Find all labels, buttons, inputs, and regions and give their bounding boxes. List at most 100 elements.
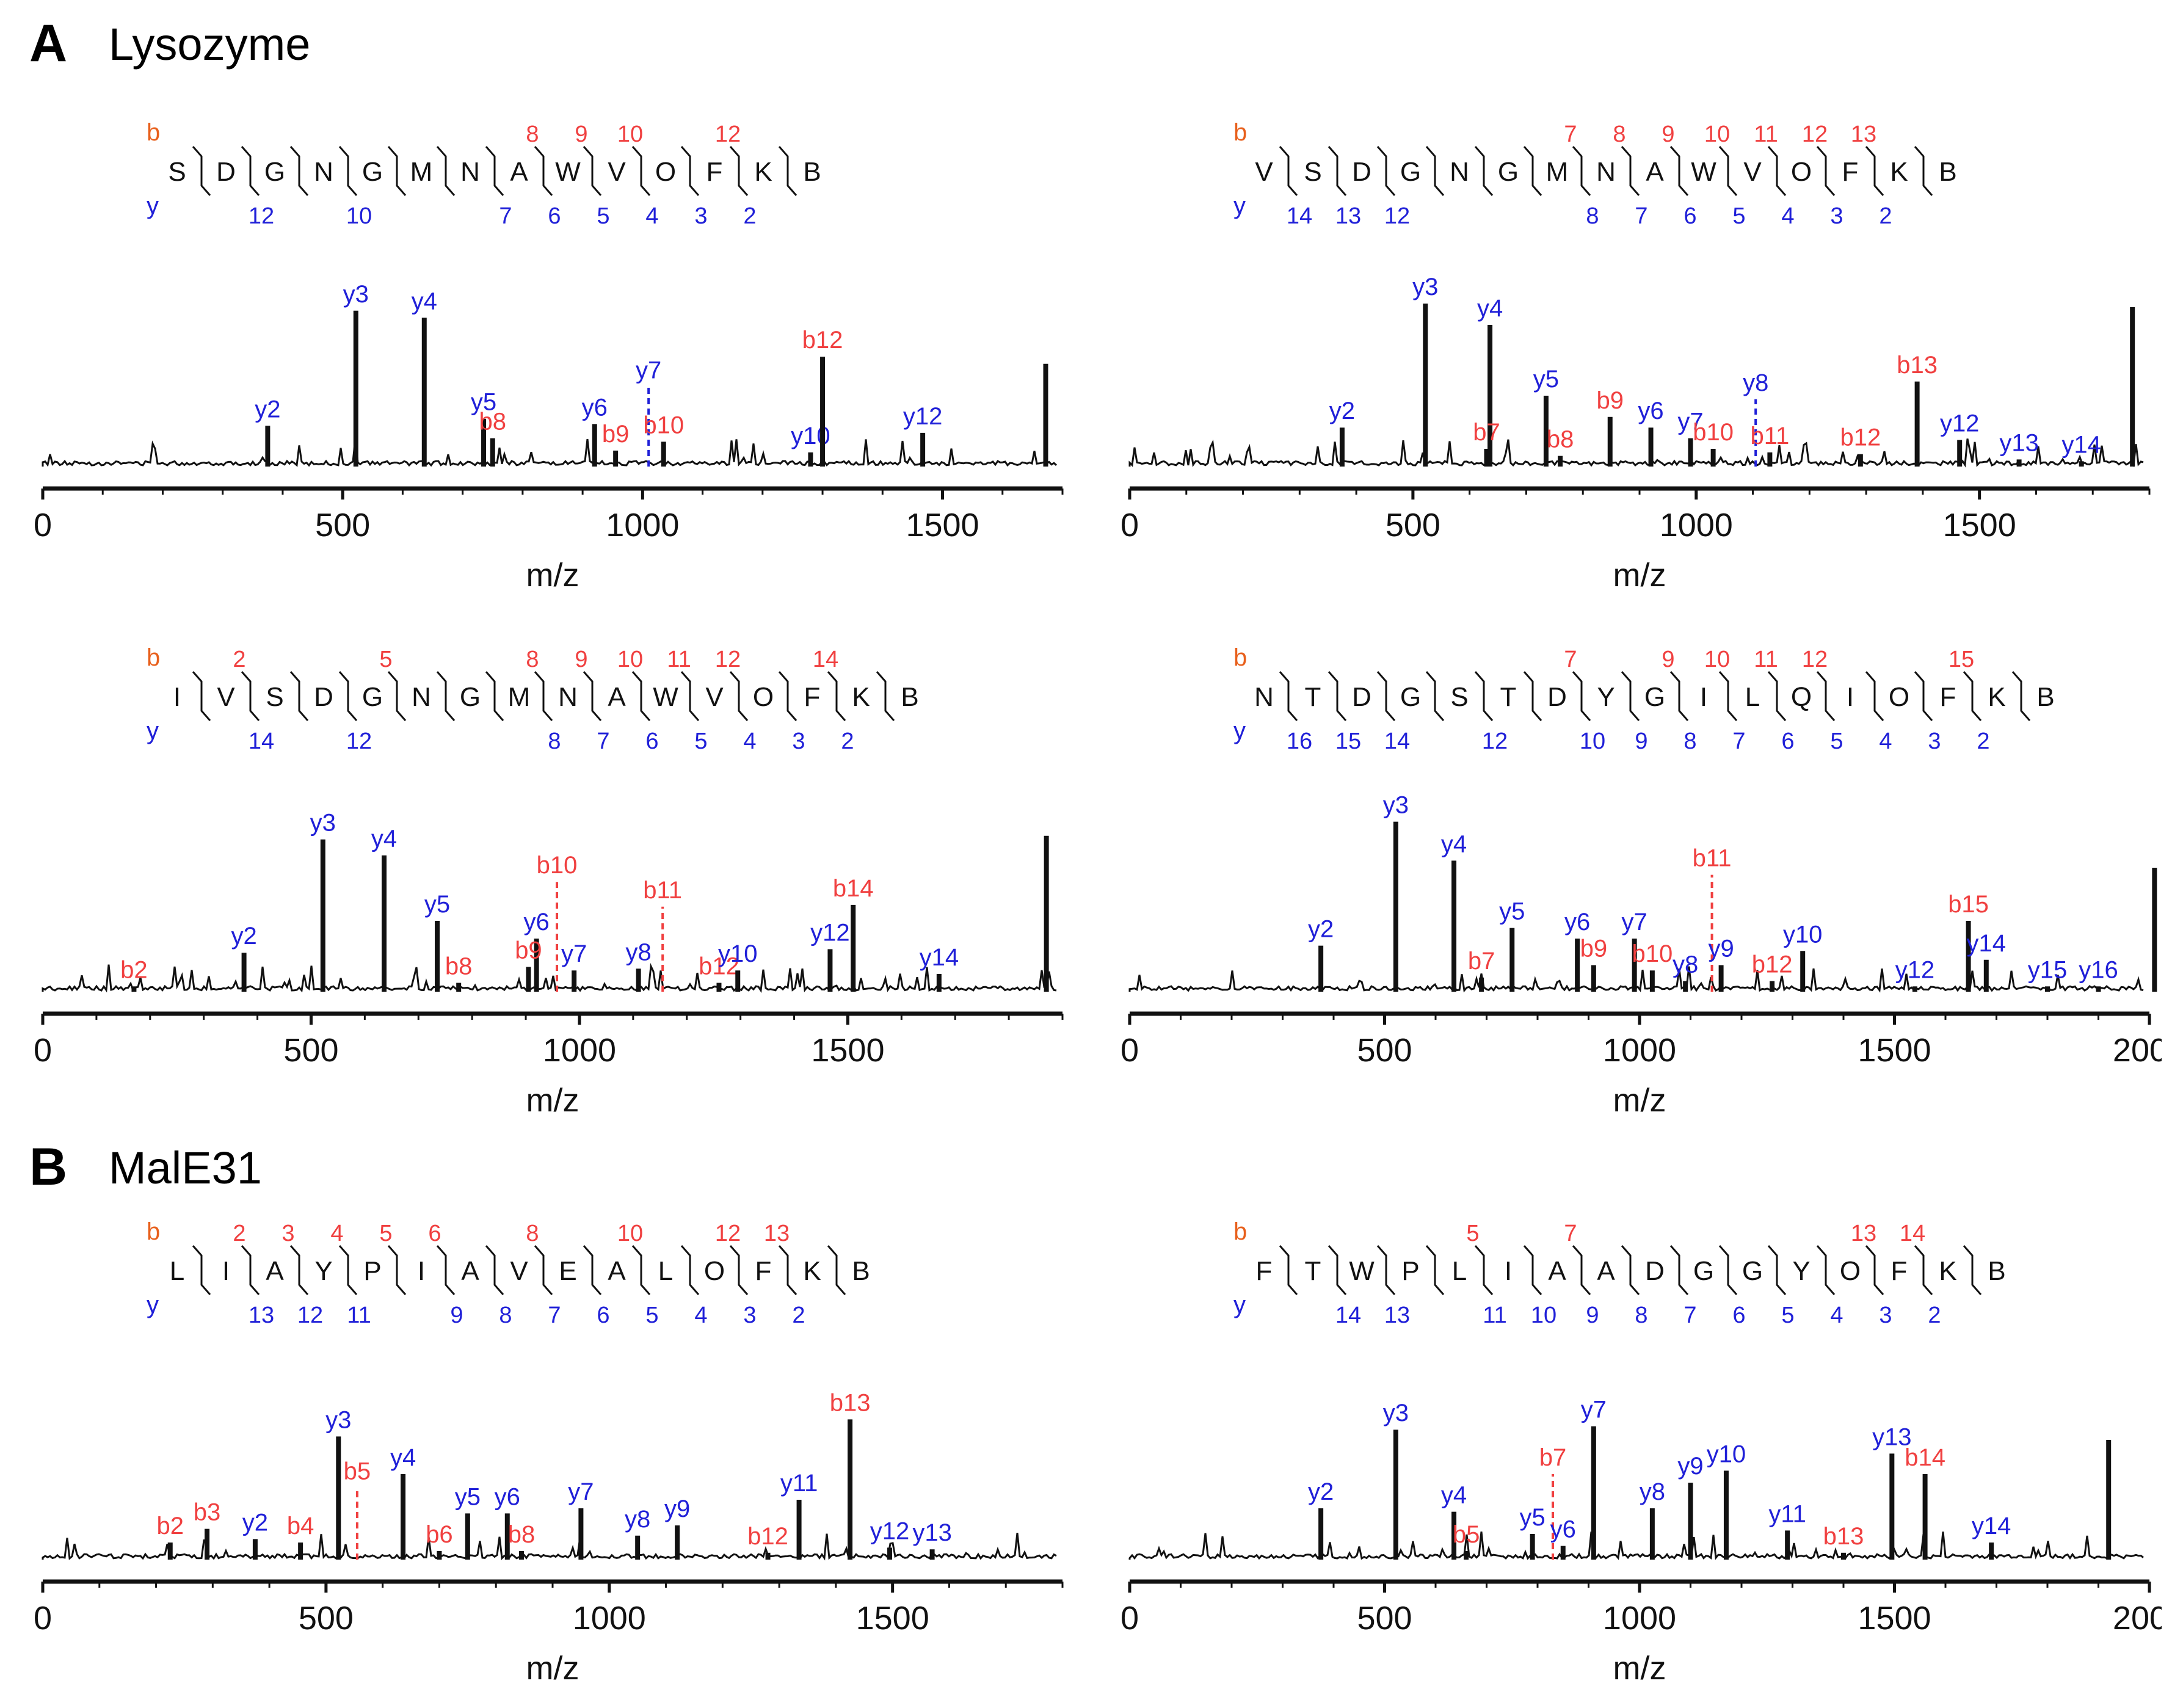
residue-letter: V [1743, 157, 1762, 187]
residue-letter: L [1745, 682, 1760, 712]
b-ion-number: 11 [1754, 122, 1778, 147]
cleavage-bracket [583, 671, 602, 721]
residue-letter: T [1305, 682, 1321, 712]
b-ion-number: 15 [1949, 647, 1974, 672]
y-ion-number: 7 [548, 1303, 561, 1328]
cleavage-bracket [338, 146, 358, 196]
x-tick-label: 1500 [1858, 1032, 1931, 1069]
y-ion-number: 11 [347, 1303, 371, 1328]
cleavage-bracket [1621, 671, 1640, 721]
residue-letter: O [753, 682, 774, 712]
baseline-noise [42, 1532, 1057, 1561]
cleavage-bracket [1865, 146, 1884, 196]
section-a-letter: A [29, 14, 68, 73]
peak-label-y7: y7 [636, 357, 661, 384]
y-ion-number: 8 [1684, 729, 1696, 754]
y-ion-number: 13 [249, 1303, 274, 1328]
peak-label-y12: y12 [1940, 410, 1980, 437]
b-ion-number: 12 [715, 122, 741, 147]
cleavage-bracket [1376, 1245, 1396, 1295]
residue-letter: G [362, 682, 383, 712]
peak-label-y4: y4 [412, 288, 437, 314]
cleavage-bracket [1816, 1245, 1836, 1295]
residue-letter: I [222, 1256, 230, 1286]
y-ion-number: 6 [597, 1303, 609, 1328]
residue-letter: F [804, 682, 821, 712]
peak-label-b15: b15 [1948, 891, 1989, 918]
b-ion-number: 14 [813, 647, 838, 672]
cleavage-bracket [631, 146, 651, 196]
peak-label-b9: b9 [515, 937, 542, 964]
peak-label-b2: b2 [157, 1513, 184, 1539]
residue-letter: W [1691, 157, 1716, 187]
residue-letter: G [362, 157, 383, 187]
cleavage-bracket [192, 1245, 211, 1295]
residue-letter: L [1452, 1256, 1467, 1286]
residue-letter: W [1349, 1256, 1375, 1286]
x-tick-label: 2000 [2113, 1032, 2162, 1069]
peak-label-b12: b12 [747, 1523, 788, 1550]
cleavage-bracket [1621, 1245, 1640, 1295]
cleavage-bracket [1914, 1245, 1933, 1295]
y-ion-number: 8 [1586, 203, 1599, 229]
residue-letter: A [1597, 1256, 1615, 1286]
residue-letter: B [1939, 157, 1956, 187]
residue-letter: G [1644, 682, 1665, 712]
peak-label-y3: y3 [325, 1406, 351, 1433]
x-tick-label: 0 [34, 1032, 52, 1069]
residue-letter: D [314, 682, 333, 712]
b-ion-legend: b [1233, 644, 1247, 671]
residue-letter: S [266, 682, 283, 712]
y-ion-number: 13 [1384, 1303, 1410, 1328]
residue-letter: T [1305, 1256, 1321, 1286]
cleavage-bracket [827, 671, 846, 721]
y-ion-number: 15 [1335, 729, 1361, 754]
b-ion-number: 12 [715, 1221, 741, 1246]
baseline-noise [1128, 438, 2144, 468]
residue-letter: B [1988, 1256, 2005, 1286]
cleavage-bracket [1425, 1245, 1445, 1295]
residue-letter: S [1450, 682, 1468, 712]
residue-letter: B [852, 1256, 870, 1286]
residue-letter: M [508, 682, 531, 712]
residue-letter: O [704, 1256, 725, 1286]
section-a-title: Lysozyme [109, 19, 311, 70]
y-ion-number: 3 [1928, 729, 1941, 754]
residue-letter: F [706, 157, 723, 187]
cleavage-bracket [1963, 1245, 1982, 1295]
b-ion-number: 11 [667, 647, 691, 672]
peak-label-y2: y2 [1308, 1478, 1334, 1505]
y-ion-number: 3 [792, 729, 805, 754]
y-ion-number: 10 [1531, 1303, 1556, 1328]
cleavage-bracket [1523, 671, 1542, 721]
cleavage-bracket [729, 671, 749, 721]
residue-letter: G [264, 157, 285, 187]
cleavage-bracket [534, 1245, 553, 1295]
b-ion-number: 10 [617, 1221, 643, 1246]
cleavage-bracket [827, 1245, 846, 1295]
residue-letter: G [1693, 1256, 1714, 1286]
peak-label-y16: y16 [2079, 956, 2118, 983]
residue-letter: M [1546, 157, 1569, 187]
cleavage-bracket [1474, 1245, 1494, 1295]
y-ion-number: 9 [1586, 1303, 1599, 1328]
residue-letter: A [510, 157, 528, 187]
peak-label-y4: y4 [1441, 830, 1467, 857]
b-ion-number: 12 [715, 647, 741, 672]
peak-label-b10: b10 [1693, 419, 1734, 446]
x-tick-label: 0 [1121, 1032, 1139, 1069]
peak-label-y3: y3 [1383, 792, 1409, 819]
b-ion-number: 10 [1704, 647, 1730, 672]
cleavage-bracket [192, 671, 211, 721]
b-ion-number: 12 [1802, 122, 1828, 147]
x-tick-label: 0 [1121, 507, 1139, 543]
residue-letter: A [608, 682, 626, 712]
residue-letter: N [1450, 157, 1469, 187]
y-ion-number: 3 [1879, 1303, 1892, 1328]
cleavage-bracket [192, 146, 211, 196]
y-ion-number: 3 [1830, 203, 1843, 229]
cleavage-bracket [338, 1245, 358, 1295]
cleavage-bracket [1474, 146, 1494, 196]
